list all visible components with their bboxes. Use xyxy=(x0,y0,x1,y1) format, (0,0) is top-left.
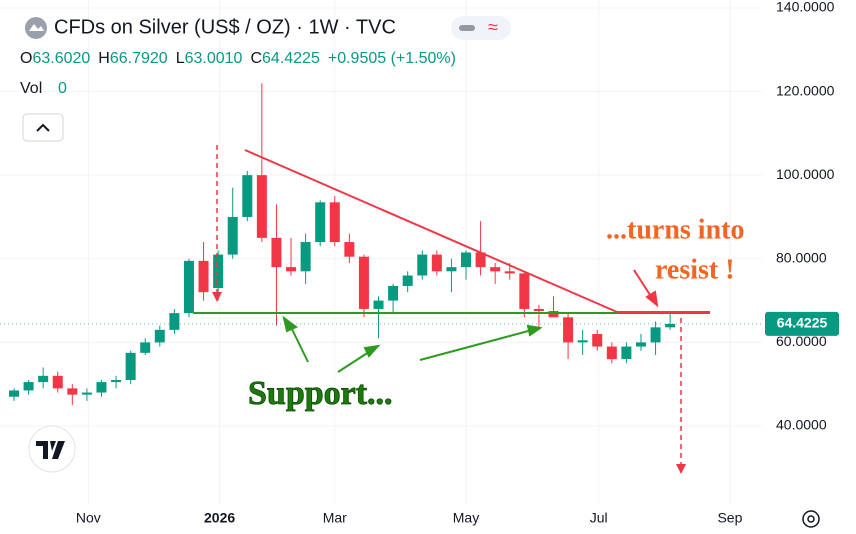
toggle-pill[interactable] xyxy=(451,16,511,40)
candle-body xyxy=(23,382,34,391)
resistance-line xyxy=(244,149,618,313)
candle-body xyxy=(256,175,267,238)
candle-body xyxy=(621,346,632,360)
candle-body xyxy=(548,311,559,318)
resist-label: resist ! xyxy=(655,254,735,285)
candle-body xyxy=(504,271,515,274)
toggle-icon xyxy=(459,25,475,31)
arrow-head xyxy=(676,464,686,474)
candle-body xyxy=(490,267,501,272)
candle-body xyxy=(402,275,413,286)
resist-arrow xyxy=(633,269,659,308)
symbol-icon-glyph xyxy=(29,24,44,31)
y-tick-label: 80.0000 xyxy=(776,249,827,265)
ohlc-key: L xyxy=(176,50,185,67)
candle-body xyxy=(286,267,297,272)
x-tick-label: 2026 xyxy=(204,510,235,526)
candle-body xyxy=(154,329,165,343)
candle-body xyxy=(563,317,574,343)
ohlc-value: 63.0010 xyxy=(185,50,243,67)
candle-body xyxy=(650,327,661,343)
x-tick-label: Sep xyxy=(717,510,742,526)
candle-body xyxy=(111,380,122,383)
volume-value: 0 xyxy=(58,80,67,97)
collapse-button[interactable] xyxy=(22,113,64,142)
candle-body xyxy=(329,202,340,243)
candle-body xyxy=(533,308,544,312)
candle-body xyxy=(475,252,486,268)
tv-logo xyxy=(28,425,76,473)
candle-body xyxy=(635,342,646,347)
support-label: Support... xyxy=(248,375,393,412)
candle-body xyxy=(358,256,369,309)
candle-body xyxy=(373,300,384,309)
candle-body xyxy=(417,254,428,276)
candle-body xyxy=(577,340,588,343)
ohlc-value: 66.7920 xyxy=(110,50,168,67)
candle-body xyxy=(140,342,151,353)
toggle-icon: ≈ xyxy=(488,17,498,37)
candle-body xyxy=(125,352,136,381)
candle-body xyxy=(242,175,253,217)
candles xyxy=(8,83,676,406)
candle-body xyxy=(213,254,224,289)
last-price-label: 64.4225 xyxy=(777,315,828,331)
ohlc-legend: O63.6020 H66.7920 L63.0010 C64.4225 +0.9505 … xyxy=(20,50,456,67)
x-tick-label: Mar xyxy=(323,510,347,526)
candle-body xyxy=(519,273,530,309)
candle-body xyxy=(96,382,107,393)
candle-body xyxy=(67,388,78,395)
settings-icon[interactable] xyxy=(802,510,820,528)
x-tick-label: Jul xyxy=(590,510,608,526)
candle-body xyxy=(38,375,49,383)
candle-body xyxy=(169,313,180,330)
candle-body xyxy=(431,254,442,272)
collapse-icon xyxy=(36,123,50,132)
candle-body xyxy=(8,390,19,397)
change-value: +0.9505 (+1.50%) xyxy=(328,50,456,67)
candle-body xyxy=(446,267,457,272)
x-tick-label: May xyxy=(453,510,479,526)
chart-title: CFDs on Silver (US$ / OZ) · 1W · TVC xyxy=(54,16,396,38)
ohlc-key: C xyxy=(250,50,262,67)
arrow-head xyxy=(212,292,222,302)
candle-body xyxy=(344,242,355,257)
support-arrows xyxy=(282,315,543,373)
ohlc-key: H xyxy=(98,50,110,67)
x-tick-label: Nov xyxy=(76,510,101,526)
resist-label: ...turns into xyxy=(606,214,744,245)
candle-body xyxy=(227,216,238,255)
last-price-tag xyxy=(765,311,839,336)
annotations: Support... ...turns into resist ! xyxy=(193,145,744,474)
candle-body xyxy=(461,252,472,268)
candle-body xyxy=(198,260,209,293)
candle-body xyxy=(315,202,326,243)
candle-body xyxy=(606,346,617,360)
y-tick-label: 40.0000 xyxy=(776,417,827,433)
candle-body xyxy=(271,237,282,268)
candle-body xyxy=(300,242,311,272)
volume-label: Vol xyxy=(20,80,42,97)
candle-body xyxy=(81,392,92,395)
candle-body xyxy=(183,260,194,314)
candle-body xyxy=(52,375,63,389)
candle-body xyxy=(592,334,603,347)
y-tick-label: 60.0000 xyxy=(776,333,827,349)
axes: 40.0000 60.0000 80.0000 100.0000 120.0000 140… xyxy=(0,0,839,526)
y-tick-label: 140.0000 xyxy=(776,0,835,15)
y-tick-label: 120.0000 xyxy=(776,82,835,98)
ohlc-value: 64.4225 xyxy=(262,50,320,67)
y-tick-label: 100.0000 xyxy=(776,166,835,182)
candle-body xyxy=(388,285,399,301)
ohlc-key: O xyxy=(20,50,32,67)
ohlc-value: 63.6020 xyxy=(32,50,90,67)
candle-body xyxy=(665,323,676,328)
